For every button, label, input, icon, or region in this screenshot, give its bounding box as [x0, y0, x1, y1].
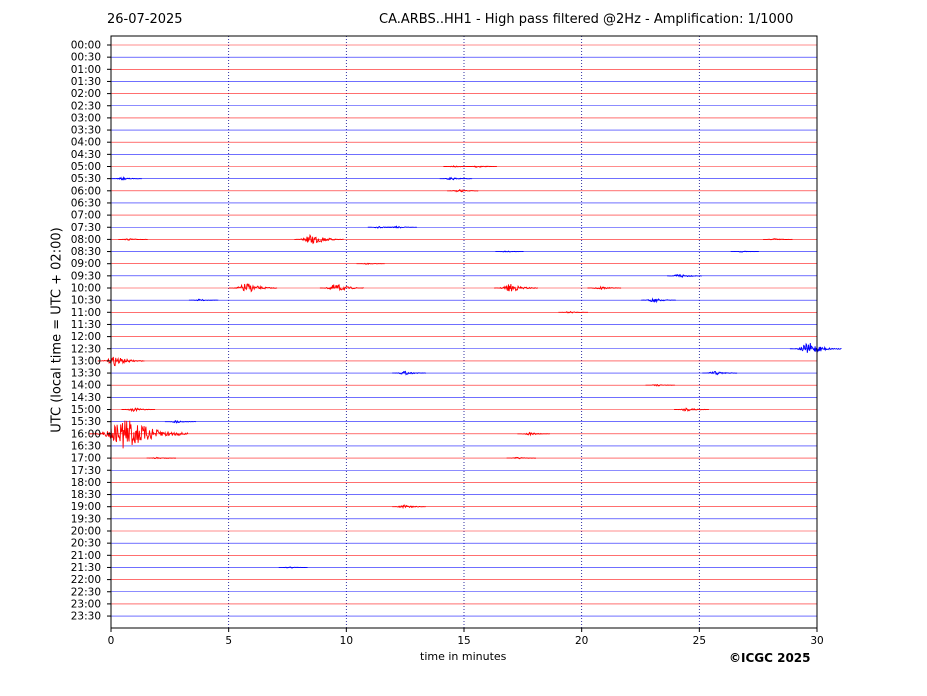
- y-tick-label-0700: 07:00: [71, 210, 101, 222]
- event-1000-17: [587, 285, 622, 291]
- y-tick-label-1230: 12:30: [71, 343, 101, 355]
- event-1330-23: [392, 370, 426, 376]
- y-tick-label-1500: 15:00: [71, 404, 101, 416]
- event-1000-15: [319, 284, 364, 292]
- y-tick-label-0200: 02:00: [71, 88, 101, 100]
- y-axis-label: UTC (local time = UTC + 02:00): [49, 227, 65, 433]
- y-tick-label-0330: 03:30: [71, 125, 101, 137]
- event-1030-18: [188, 298, 219, 302]
- y-tick-label-0730: 07:30: [71, 222, 101, 234]
- y-tick-label-0500: 05:00: [71, 161, 101, 173]
- event-1900-33: [392, 504, 426, 510]
- x-tick-label-25: 25: [693, 635, 706, 647]
- event-0800-7: [118, 238, 148, 241]
- y-tick-label-1330: 13:30: [71, 368, 101, 380]
- y-tick-label-0530: 05:30: [71, 173, 101, 185]
- y-tick-label-0630: 06:30: [71, 197, 101, 209]
- event-0730-6: [386, 225, 417, 229]
- y-tick-label-1830: 18:30: [71, 489, 101, 501]
- event-1400-25: [645, 383, 675, 387]
- event-1230-21: [789, 342, 842, 353]
- tick-layer: 00:0000:3001:0001:3002:0002:3003:0003:30…: [71, 40, 824, 648]
- event-1700-32: [506, 456, 537, 460]
- y-tick-label-1300: 13:00: [71, 355, 101, 367]
- event-1500-27: [674, 407, 709, 412]
- y-tick-label-0130: 01:30: [71, 76, 101, 88]
- x-tick-label-0: 0: [108, 635, 115, 647]
- y-tick-label-0600: 06:00: [71, 185, 101, 197]
- event-1000-16: [494, 283, 539, 292]
- y-tick-label-0930: 09:30: [71, 270, 101, 282]
- y-tick-label-0900: 09:00: [71, 258, 101, 270]
- y-tick-label-1700: 17:00: [71, 453, 101, 465]
- y-tick-label-2330: 23:30: [71, 611, 101, 623]
- y-tick-label-0100: 01:00: [71, 64, 101, 76]
- event-1530-28: [164, 419, 197, 424]
- y-tick-label-0300: 03:00: [71, 112, 101, 124]
- event-1000-14: [228, 283, 278, 293]
- y-tick-label-1030: 10:30: [71, 295, 101, 307]
- event-0830-11: [730, 250, 759, 253]
- event-0900-12: [356, 262, 385, 265]
- x-tick-label-10: 10: [340, 635, 353, 647]
- y-tick-label-2300: 23:00: [71, 598, 101, 610]
- date-label: 26-07-2025: [107, 12, 183, 27]
- grid-layer: [228, 36, 700, 628]
- y-tick-label-0030: 00:30: [71, 52, 101, 64]
- x-tick-label-5: 5: [225, 635, 232, 647]
- event-0800-9: [763, 238, 793, 241]
- y-tick-label-1630: 16:30: [71, 440, 101, 452]
- event-0600-4: [447, 189, 479, 193]
- event-0530-3: [439, 176, 473, 181]
- axes-frame: [110, 35, 818, 629]
- chart-title: CA.ARBS..HH1 - High pass filtered @2Hz -…: [379, 12, 794, 27]
- x-tick-label-30: 30: [810, 635, 823, 647]
- event-1500-26: [121, 407, 156, 413]
- y-tick-label-0000: 00:00: [71, 40, 101, 52]
- y-tick-label-1930: 19:30: [71, 513, 101, 525]
- y-tick-label-0230: 02:30: [71, 100, 101, 112]
- copyright-label: ©ICGC 2025: [729, 651, 811, 665]
- y-tick-label-1000: 10:00: [71, 283, 101, 295]
- y-tick-label-1600: 16:00: [71, 428, 101, 440]
- event-0800-8: [294, 233, 344, 245]
- event-1330-24: [702, 370, 738, 376]
- y-tick-label-1900: 19:00: [71, 501, 101, 513]
- y-tick-label-1430: 14:30: [71, 392, 101, 404]
- y-tick-label-2000: 20:00: [71, 526, 101, 538]
- trace-layer: [89, 44, 842, 617]
- y-tick-label-1100: 11:00: [71, 307, 101, 319]
- y-tick-label-0430: 04:30: [71, 149, 101, 161]
- y-tick-label-2230: 22:30: [71, 586, 101, 598]
- y-tick-label-1130: 11:30: [71, 319, 101, 331]
- event-0930-13: [666, 274, 702, 278]
- y-tick-label-0400: 04:00: [71, 137, 101, 149]
- event-0830-10: [495, 250, 524, 253]
- event-1600-30: [517, 431, 550, 437]
- y-tick-label-1730: 17:30: [71, 465, 101, 477]
- y-tick-label-1530: 15:30: [71, 416, 101, 428]
- x-axis-label: time in minutes: [420, 650, 507, 663]
- y-tick-label-2130: 21:30: [71, 562, 101, 574]
- y-tick-label-1200: 12:00: [71, 331, 101, 343]
- event-1600-29: [89, 420, 189, 449]
- y-tick-label-2030: 20:30: [71, 538, 101, 550]
- y-tick-label-0800: 08:00: [71, 234, 101, 246]
- event-0530-2: [110, 176, 143, 181]
- y-tick-label-0830: 08:30: [71, 246, 101, 258]
- event-1100-20: [558, 310, 588, 314]
- y-tick-label-1400: 14:00: [71, 380, 101, 392]
- event-0500-1: [466, 165, 497, 168]
- y-tick-label-2200: 22:00: [71, 574, 101, 586]
- event-2130-34: [278, 566, 308, 569]
- y-tick-label-1800: 18:00: [71, 477, 101, 489]
- y-tick-label-2100: 21:00: [71, 550, 101, 562]
- x-tick-label-20: 20: [575, 635, 588, 647]
- x-tick-label-15: 15: [457, 635, 470, 647]
- event-1700-31: [146, 456, 177, 460]
- event-1300-22: [97, 356, 145, 367]
- event-1030-19: [641, 297, 676, 304]
